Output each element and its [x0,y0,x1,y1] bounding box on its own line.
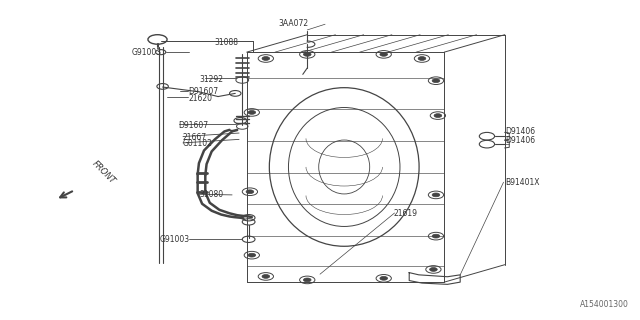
Circle shape [434,114,442,117]
Circle shape [262,57,269,60]
Circle shape [429,268,437,271]
Circle shape [380,276,388,280]
Text: 31080: 31080 [199,190,223,199]
Circle shape [418,57,426,60]
Text: 21667: 21667 [183,133,207,142]
Text: D91607: D91607 [179,121,209,130]
Text: FRONT: FRONT [91,159,117,185]
Text: 31292: 31292 [199,75,223,84]
Circle shape [248,110,255,114]
Text: B91401X: B91401X [505,178,540,187]
Circle shape [432,79,440,83]
Text: G91003: G91003 [132,48,162,57]
Text: A154001300: A154001300 [580,300,629,309]
Text: 21620: 21620 [188,94,212,103]
Text: D91406: D91406 [505,135,535,145]
Circle shape [303,278,311,282]
Text: G01102: G01102 [183,139,213,148]
Text: 21619: 21619 [394,209,417,219]
Circle shape [248,253,255,257]
Circle shape [262,275,269,278]
Circle shape [432,234,440,238]
Text: 31088: 31088 [215,38,239,47]
Text: D91406: D91406 [505,127,535,136]
Circle shape [380,52,388,56]
Circle shape [303,52,311,56]
Text: D91607: D91607 [188,87,218,96]
Circle shape [432,193,440,197]
Circle shape [246,190,253,194]
Text: G91003: G91003 [159,235,189,244]
Text: 3AA072: 3AA072 [278,19,308,28]
